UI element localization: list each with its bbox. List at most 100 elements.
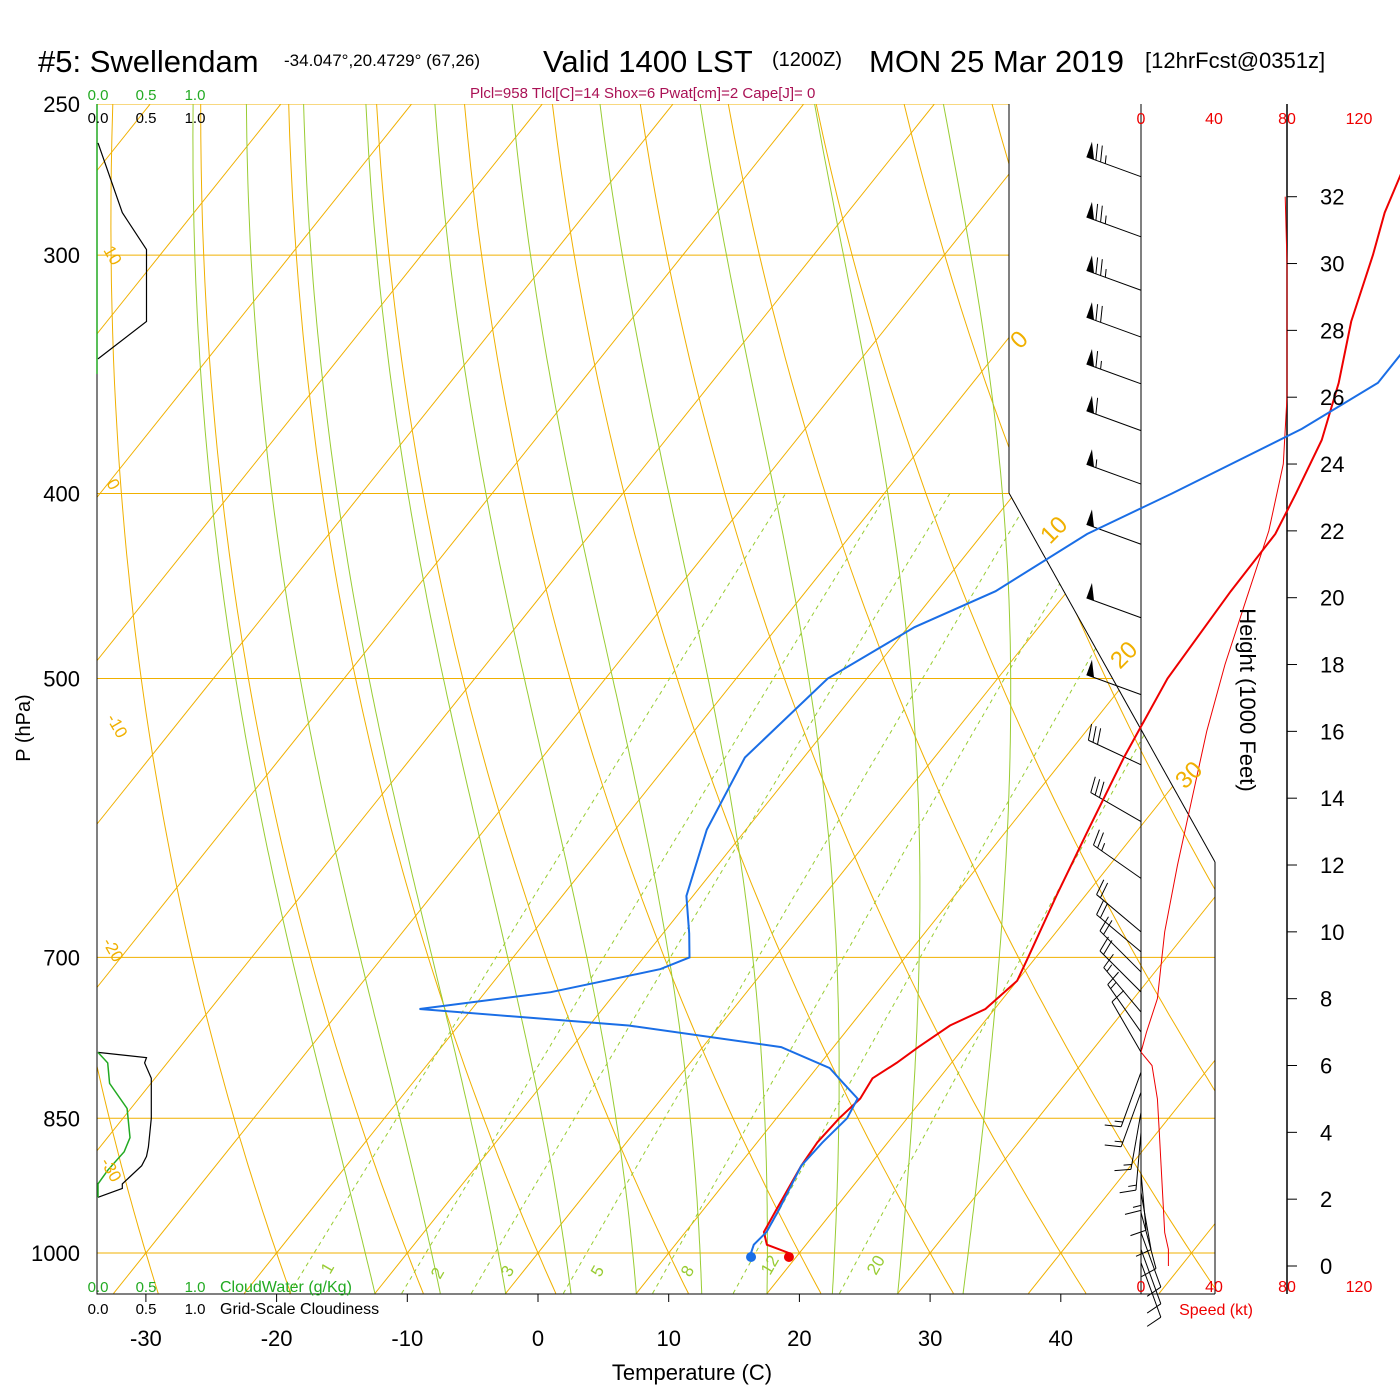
wind-barb <box>1140 1232 1162 1297</box>
wind-barb <box>1086 659 1142 696</box>
cloud-scale-bottom: 0.0 <box>88 1279 109 1296</box>
cloudiness-label: Grid-Scale Cloudiness <box>220 1301 379 1318</box>
dry-adiabat-line <box>286 104 557 1294</box>
isotherm-line <box>97 104 468 1294</box>
wind-barb <box>1086 255 1142 291</box>
temperature-line <box>762 173 1400 1254</box>
height-tick-label: 20 <box>1320 586 1344 611</box>
height-tick-label: 16 <box>1320 719 1344 744</box>
x-tick-label: 10 <box>656 1326 680 1351</box>
wind-barb <box>1130 1172 1147 1237</box>
cloudiness-line <box>97 1051 152 1198</box>
wind-barb <box>1107 971 1142 1033</box>
moist-adiabat-line <box>930 104 1012 1294</box>
wind-barb <box>1104 1072 1142 1128</box>
mixing-ratio-label: 2 <box>427 1264 448 1282</box>
dry-adiabat-line <box>458 104 822 1294</box>
isotherm-line <box>1290 35 1400 1294</box>
mixing-ratio-label: 20 <box>863 1252 889 1278</box>
profile-panel <box>1140 196 1288 1266</box>
cloud-water-label: CloudWater (g/Kg) <box>220 1279 352 1296</box>
wind-barb <box>1140 1262 1162 1327</box>
x-tick-label: -10 <box>391 1326 423 1351</box>
mixing-ratio-line <box>732 493 1186 1294</box>
speed-tick-bottom: 40 <box>1205 1279 1223 1296</box>
mixing-ratio-line <box>839 493 1215 1294</box>
moist-adiabat-line <box>245 104 441 1294</box>
x-tick-label: -30 <box>130 1326 162 1351</box>
mixing-ratio-label: 5 <box>587 1262 608 1280</box>
isotherm-label: 10 <box>100 243 126 269</box>
speed-tick-top: 120 <box>1346 111 1373 128</box>
pressure-tick-label: 250 <box>43 92 80 117</box>
isotherm-line <box>1158 104 1215 1294</box>
y-axis-label: P (hPa) <box>13 694 35 761</box>
diagram-lines <box>0 35 1400 1294</box>
isotherm-label: 0 <box>103 476 124 494</box>
wind-barb <box>1086 582 1142 619</box>
isotherm-label: 10 <box>1035 511 1073 549</box>
moist-adiabat-line <box>192 104 376 1294</box>
wind-speed-profile <box>1140 196 1288 1266</box>
cloudiness-scale-bottom: 0.5 <box>136 1301 157 1318</box>
plot-frame <box>96 104 1288 1295</box>
wind-barb <box>1119 1132 1142 1194</box>
wind-barb <box>1104 1092 1142 1148</box>
isotherm-label: 30 <box>1170 756 1208 794</box>
x-tick-label: 20 <box>787 1326 811 1351</box>
x-tick-label: 0 <box>532 1326 544 1351</box>
dry-adiabat-line <box>544 104 954 1294</box>
isotherm-line <box>0 35 75 1294</box>
speed-tick-bottom: 80 <box>1278 1279 1296 1296</box>
wind-barb <box>1124 1152 1142 1215</box>
isotherm-line <box>97 104 206 1294</box>
height-tick-label: 10 <box>1320 920 1344 945</box>
dry-adiabat-line <box>200 104 424 1294</box>
indices-text: Plcl=958 Tlcl[C]=14 Shox=6 Pwat[cm]=2 Ca… <box>470 85 815 102</box>
cloud-scale-top: 0.5 <box>136 87 157 104</box>
cloudiness-scale-bottom: 0.0 <box>88 1301 109 1318</box>
pressure-tick-label: 500 <box>43 667 80 692</box>
dry-adiabat-line <box>110 104 292 1294</box>
dry-adiabat-line <box>1145 104 1215 1294</box>
wind-barb <box>1111 990 1142 1053</box>
height-axis-label: Height (1000 Feet) <box>1235 608 1260 791</box>
moist-adiabat-line <box>505 104 703 1294</box>
dry-adiabat-line <box>801 104 1215 1294</box>
moist-adiabat-line <box>591 104 768 1294</box>
sounding-series <box>419 173 1400 1262</box>
wind-barb <box>1140 1249 1162 1314</box>
x-tick-label: -20 <box>261 1326 293 1351</box>
height-tick-label: 30 <box>1320 252 1344 277</box>
height-tick-label: 6 <box>1320 1054 1332 1079</box>
isotherm-line <box>766 104 1215 1294</box>
height-tick-label: 26 <box>1320 385 1344 410</box>
wind-barb <box>1096 899 1142 953</box>
isotherm-line <box>97 104 729 1294</box>
axes-frame <box>96 104 1215 1295</box>
moist-adiabat-line <box>362 104 572 1294</box>
wind-barb <box>1086 395 1142 432</box>
wind-barb <box>1090 776 1142 823</box>
dry-adiabat-line <box>630 104 1087 1294</box>
wind-barb <box>1087 723 1142 766</box>
mixing-ratio-label: 3 <box>497 1262 518 1280</box>
x-tick-label: 30 <box>918 1326 942 1351</box>
isotherm-line <box>97 104 991 1294</box>
height-tick-label: 28 <box>1320 318 1344 343</box>
isotherm-line <box>505 104 1215 1294</box>
height-tick-label: 24 <box>1320 452 1344 477</box>
height-tick-label: 32 <box>1320 185 1344 210</box>
isotherm-line <box>97 104 337 1294</box>
valid-time: Valid 1400 LST <box>543 44 753 79</box>
mixing-ratio-line <box>288 493 787 1294</box>
pressure-tick-label: 1000 <box>31 1241 80 1266</box>
cloudiness-scale-bottom: 1.0 <box>185 1301 206 1318</box>
isotherm-label: 20 <box>1105 636 1143 674</box>
moist-adiabat-line <box>689 104 840 1294</box>
isotherm-line <box>897 104 1215 1294</box>
cloudiness-scale-top: 0.0 <box>88 110 109 127</box>
cloud-scale-bottom: 1.0 <box>185 1279 206 1296</box>
mixing-ratio-label: 12 <box>757 1252 783 1278</box>
